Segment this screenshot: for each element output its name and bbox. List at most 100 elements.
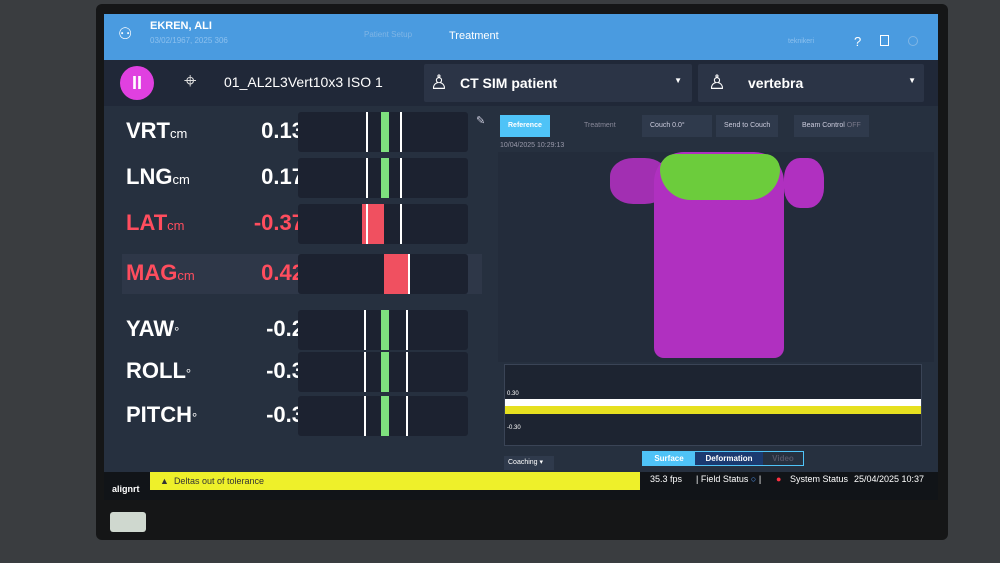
metric-bar <box>381 158 389 198</box>
metric-row-mag: MAGcm 0.42 <box>122 254 482 294</box>
metric-bar <box>381 112 389 152</box>
patient-name: EKREN, ALI <box>150 20 212 32</box>
pause-button[interactable]: II <box>120 66 154 100</box>
tolerance-line <box>366 158 368 198</box>
capture-timestamp: 10/04/2025 10:29:13 <box>500 142 565 149</box>
metric-value: -0.3 <box>266 358 304 383</box>
metric-bar <box>381 396 389 436</box>
tab-treatment[interactable]: Treatment <box>449 30 499 42</box>
couch-select[interactable]: Couch 0.0° <box>642 115 712 137</box>
3d-viewport[interactable] <box>498 152 934 362</box>
beam-control-label: Beam Control <box>802 122 845 129</box>
fps-readout: 35.3 fps <box>650 474 683 484</box>
metric-gauge <box>298 310 468 350</box>
help-icon[interactable]: ? <box>854 34 862 49</box>
tolerance-line <box>364 352 366 392</box>
user-label[interactable]: teknikeri <box>788 38 815 45</box>
metric-gauge <box>298 112 468 152</box>
tolerance-line <box>400 204 402 244</box>
power-icon[interactable] <box>908 36 918 46</box>
patient-info: 03/02/1967, 2025 306 <box>150 36 228 45</box>
metric-gauge <box>298 352 468 392</box>
torso-icon: ♙ <box>708 72 726 94</box>
graph-top-label: 0.30 <box>507 391 519 397</box>
tolerance-line <box>408 254 410 294</box>
system-status[interactable]: System Status <box>790 474 849 484</box>
tab-patient-setup[interactable]: Patient Setup <box>364 30 413 39</box>
chevron-down-icon: ▼ <box>674 76 682 85</box>
coaching-label: Coaching <box>508 459 538 466</box>
metric-label: PITCH° <box>126 402 198 427</box>
tolerance-line <box>364 310 366 350</box>
metric-gauge <box>298 254 468 294</box>
edit-icon[interactable]: ✎ <box>476 115 486 127</box>
tolerance-line <box>406 396 408 436</box>
field-status-icon: ○ <box>750 474 757 484</box>
status-datetime: 25/04/2025 10:37 <box>854 474 925 484</box>
metric-gauge <box>298 158 468 198</box>
metric-value: -0.37 <box>253 210 304 235</box>
field-status-label: Field Status <box>700 474 749 484</box>
beam-state: OFF <box>846 122 861 129</box>
metric-bar <box>384 254 410 294</box>
header-bar: ⚇ EKREN, ALI 03/02/1967, 2025 306 Patien… <box>104 14 938 60</box>
reference-surface-label: CT SIM patient <box>460 75 558 91</box>
reference-surface-select[interactable]: ♙ CT SIM patient ▼ <box>424 64 692 102</box>
roi-select[interactable]: ♙ vertebra ▼ <box>698 64 924 102</box>
metric-label: YAW° <box>126 316 180 341</box>
tab-surface[interactable]: Surface <box>643 452 695 465</box>
status-bar: alignrt ▲ Deltas out of tolerance 35.3 f… <box>104 472 938 500</box>
metric-row-lat: LATcm -0.37 <box>122 204 482 244</box>
graph-band-white <box>505 399 921 406</box>
metric-gauge <box>298 396 468 436</box>
tolerance-line <box>406 352 408 392</box>
system-status-icon: ● <box>776 474 782 484</box>
sticker-logo <box>110 512 146 532</box>
metric-row-roll: ROLL° -0.3 <box>122 352 482 392</box>
alignrt-screen: ⚇ EKREN, ALI 03/02/1967, 2025 306 Patien… <box>104 14 938 500</box>
treatment-button[interactable]: Treatment <box>584 122 616 129</box>
torso-icon: ♙ <box>430 72 448 94</box>
roi-label: vertebra <box>748 75 804 91</box>
plan-toolbar: II ⌖ 01_AL2L3Vert10x3 ISO 1 ♙ CT SIM pat… <box>104 60 938 106</box>
tablet-icon[interactable] <box>880 35 889 46</box>
warning-text: Deltas out of tolerance <box>173 476 264 486</box>
tolerance-line <box>366 112 368 152</box>
metric-gauge <box>298 204 468 244</box>
warning-icon: ▲ <box>160 476 169 486</box>
field-status[interactable]: | Field Status ○ | <box>696 474 762 484</box>
metric-label: LATcm <box>126 210 185 235</box>
tolerance-line <box>400 158 402 198</box>
metric-value: -0.2 <box>266 316 304 341</box>
metric-label: MAGcm <box>126 260 195 285</box>
metric-row-vrt: VRTcm 0.13 <box>122 112 482 152</box>
reference-button[interactable]: Reference <box>500 115 550 137</box>
tolerance-line <box>400 112 402 152</box>
plan-name: 01_AL2L3Vert10x3 ISO 1 <box>224 74 383 90</box>
metric-bar <box>381 310 389 350</box>
tab-deformation[interactable]: Deformation <box>695 452 763 465</box>
metric-row-yaw: YAW° -0.2 <box>122 310 482 350</box>
crosshair-icon: ⌖ <box>184 68 197 93</box>
metric-value: 0.17 <box>261 164 304 189</box>
user-icon: ⚇ <box>118 26 133 43</box>
graph-bottom-label: -0.30 <box>507 425 521 431</box>
alignrt-logo: alignrt <box>112 484 140 494</box>
tolerance-line <box>406 310 408 350</box>
surface-right-arm <box>784 158 824 208</box>
metric-value: 0.42 <box>261 260 304 285</box>
delta-graph: 0.30 -0.30 <box>504 364 922 446</box>
tolerance-line <box>366 204 368 244</box>
coaching-select[interactable]: Coaching ▾ <box>504 456 554 470</box>
graph-band-yellow <box>505 406 921 414</box>
beam-control-toggle[interactable]: Beam Control OFF <box>794 115 869 137</box>
send-to-couch-button[interactable]: Send to Couch <box>716 115 779 137</box>
metric-label: ROLL° <box>126 358 192 383</box>
metric-bar <box>381 352 389 392</box>
metric-value: -0.3 <box>266 402 304 427</box>
tab-video[interactable]: Video <box>772 454 794 463</box>
metric-value: 0.13 <box>261 118 304 143</box>
warning-banner: ▲ Deltas out of tolerance <box>150 472 640 490</box>
tolerance-line <box>364 396 366 436</box>
roi-overlay <box>660 154 780 200</box>
